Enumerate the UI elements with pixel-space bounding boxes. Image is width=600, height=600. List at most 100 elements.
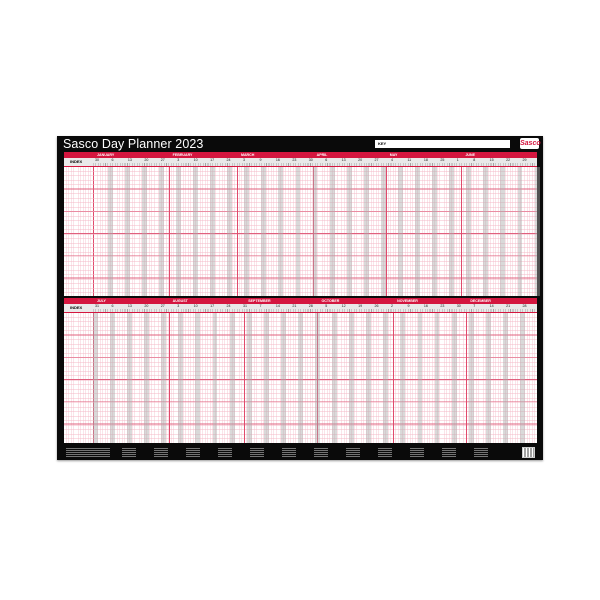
month-divider: [236, 167, 238, 296]
month-label: JUNE: [465, 153, 476, 157]
week-date-label: 21: [506, 304, 511, 308]
day-letters: [93, 309, 537, 312]
week-date-label: 16: [275, 158, 280, 162]
week-date-label: 14: [275, 304, 280, 308]
week-date-label: 24: [226, 304, 231, 308]
weekend-column: [502, 313, 508, 443]
week-date-label: 26: [374, 304, 379, 308]
week-date-label: 9: [259, 158, 262, 162]
weekend-column: [127, 313, 133, 443]
month-bar: JULY AUGUST SEPTEMBER OCTOBER NOVEMBER DECEMB…: [64, 298, 537, 304]
week-date-label: 7: [473, 304, 476, 308]
month-divider: [244, 313, 246, 443]
weekend-column: [485, 313, 491, 443]
weekend-column: [195, 313, 201, 443]
weekend-column: [363, 167, 369, 296]
weekend-column: [280, 313, 286, 443]
week-date-label: 27: [160, 158, 165, 162]
week-date-label: 19: [358, 304, 363, 308]
weekend-column: [244, 167, 250, 296]
month-divider: [168, 313, 170, 443]
week-date-label: 3: [243, 158, 245, 162]
weekend-column: [534, 167, 540, 296]
weekend-column: [383, 313, 389, 443]
month-divider: [312, 167, 314, 296]
mini-calendar: [378, 448, 392, 457]
index-label: INDEX: [70, 305, 83, 310]
week-date-label: 5: [325, 304, 328, 308]
mini-calendar: [442, 448, 456, 457]
month-divider: [466, 313, 468, 443]
weekend-column: [449, 167, 455, 296]
week-date-label: 6: [111, 158, 114, 162]
weekend-column: [366, 313, 372, 443]
week-date-label: 16: [423, 304, 428, 308]
mini-calendar: [410, 448, 424, 457]
weekend-column: [434, 313, 440, 443]
month-label: SEPTEMBER: [248, 299, 271, 303]
weekend-column: [500, 167, 506, 296]
week-date-label: 7: [259, 304, 262, 308]
weekend-column: [398, 167, 403, 296]
weekend-column: [315, 313, 320, 443]
mini-calendar: [314, 448, 328, 457]
month-divider: [385, 167, 387, 296]
week-date-label: 10: [193, 304, 198, 308]
month-label: NOVEMBER: [397, 299, 418, 303]
weekend-column: [158, 167, 164, 296]
week-date-label: 11: [407, 158, 412, 162]
date-row: INDEX 30 6 13 20 27 3 10 17 24 3 9 16 23 30 6 13 20 27 4 11…: [64, 158, 537, 167]
weekend-column: [400, 313, 406, 443]
week-date-label: 13: [341, 158, 346, 162]
weekend-column: [178, 313, 184, 443]
week-date-label: 20: [144, 158, 149, 162]
month-label: APRIL: [316, 153, 328, 157]
week-date-label: 21: [292, 304, 297, 308]
weekend-column: [144, 313, 150, 443]
week-date-label: 24: [226, 158, 231, 162]
week-date-label: 20: [358, 158, 363, 162]
week-date-label: 30: [95, 158, 99, 162]
weekend-column: [110, 313, 115, 443]
week-date-label: 9: [407, 304, 410, 308]
copyright-notes: [66, 448, 110, 457]
month-label: DECEMBER: [470, 299, 491, 303]
wall-planner: Sasco Day Planner 2023 KEY Sasco JANUARY…: [57, 136, 543, 460]
weekend-column: [124, 167, 130, 296]
planner-half-jul-dec: JULY AUGUST SEPTEMBER OCTOBER NOVEMBER DECEMB…: [64, 298, 537, 443]
week-date-label: 29: [522, 158, 527, 162]
weekend-column: [261, 167, 267, 296]
weekend-column: [210, 167, 215, 296]
week-date-label: 23: [292, 158, 297, 162]
week-date-label: 12: [341, 304, 346, 308]
weekend-column: [161, 313, 167, 443]
footer-legend: [64, 445, 537, 458]
week-date-label: 31: [243, 304, 247, 308]
weekend-column: [417, 313, 423, 443]
month-label: MARCH: [240, 153, 255, 157]
month-label: FEBRUARY: [172, 153, 193, 157]
mini-calendar: [346, 448, 360, 457]
week-date-label: 10: [193, 158, 198, 162]
week-date-label: 4: [391, 158, 393, 162]
weekend-column: [141, 167, 147, 296]
week-date-label: 14: [489, 304, 494, 308]
mini-calendar: [282, 448, 296, 457]
weekend-column: [483, 167, 489, 296]
weekend-column: [432, 167, 438, 296]
mini-calendar: [186, 448, 200, 457]
week-date-label: 27: [374, 158, 379, 162]
weekend-column: [332, 313, 337, 443]
weekend-column: [227, 167, 233, 296]
weekend-column: [212, 313, 218, 443]
week-date-label: 8: [473, 158, 476, 162]
week-date-label: 6: [111, 304, 114, 308]
weekend-column: [380, 167, 386, 296]
day-grid: [64, 167, 540, 296]
mini-calendar: [474, 448, 488, 457]
weekend-column: [246, 313, 252, 443]
week-date-label: 1: [456, 158, 459, 162]
weekend-column: [451, 313, 457, 443]
weekend-column: [415, 167, 420, 296]
week-date-label: 2: [391, 304, 393, 308]
